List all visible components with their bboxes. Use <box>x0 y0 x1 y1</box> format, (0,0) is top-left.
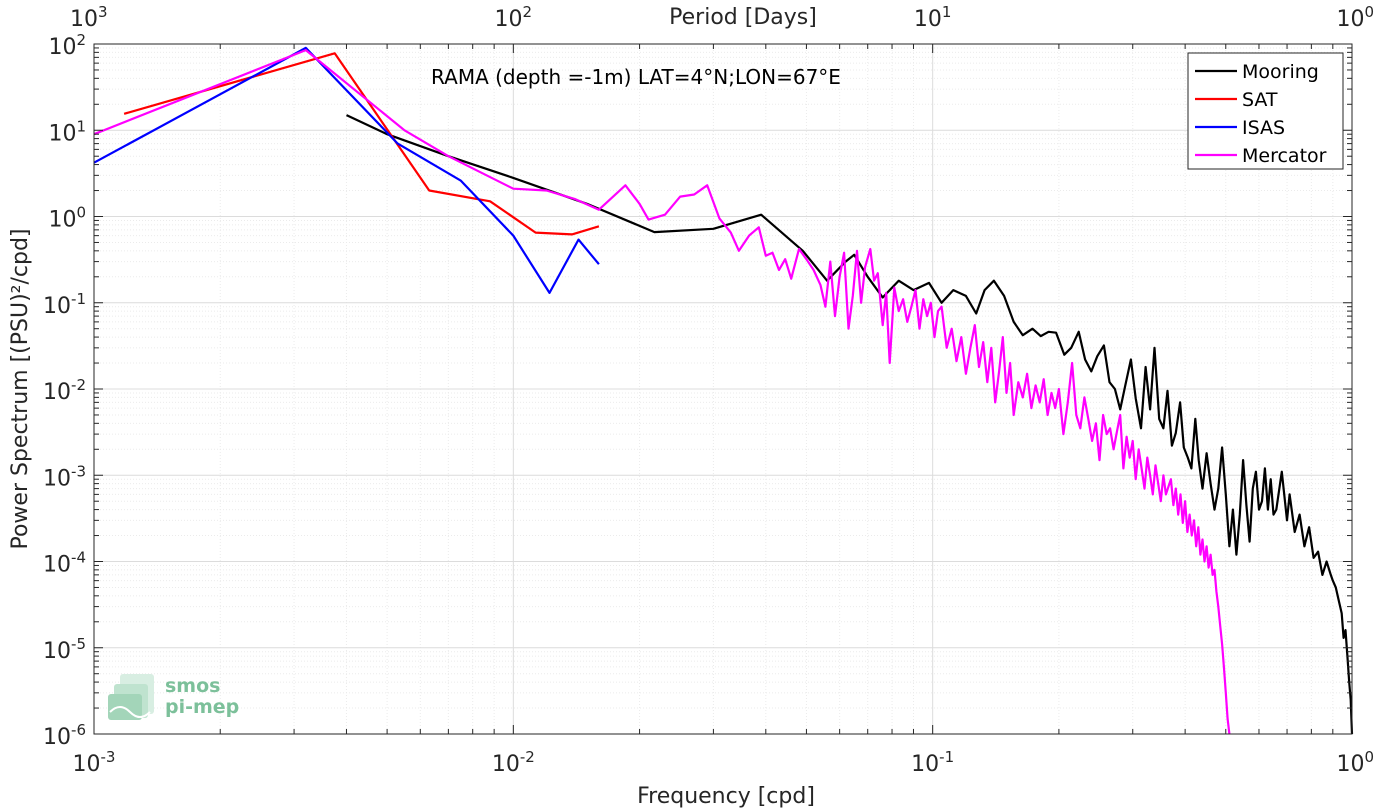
series-layer <box>93 46 1354 735</box>
y-axis-title: Power Spectrum [(PSU)²/cpd] <box>8 228 33 549</box>
x-tick-label: 100 <box>1336 748 1374 777</box>
x-tick-label: 10-1 <box>911 748 954 777</box>
legend-box <box>1187 52 1344 170</box>
legend: Mooring SAT ISAS Mercator <box>1187 52 1344 170</box>
series-line-mooring <box>346 114 1354 735</box>
series-line-sat <box>123 52 600 236</box>
y-tick-label: 10-5 <box>43 635 86 664</box>
y-tick-label: 10-6 <box>43 721 86 750</box>
top-tick-label: 103 <box>70 3 108 32</box>
x-tick-label: 10-3 <box>73 748 116 777</box>
y-tick-label: 10-3 <box>43 462 86 491</box>
top-axis-title: Period [Days] <box>669 5 817 30</box>
logo-emblem <box>108 674 154 720</box>
x-tick-label: 10-2 <box>492 748 535 777</box>
top-tick-label: 102 <box>495 3 533 32</box>
ticks-layer <box>93 43 1353 735</box>
top-tick-label: 100 <box>1336 3 1374 32</box>
y-tick-label: 100 <box>48 204 86 233</box>
y-tick-label: 10-2 <box>43 376 86 405</box>
logo-text-pi-mep: pi-mep <box>165 696 239 718</box>
legend-label-mercator: Mercator <box>1242 145 1327 167</box>
legend-entries: Mooring SAT ISAS Mercator <box>1195 61 1327 167</box>
legend-label-sat: SAT <box>1242 89 1278 111</box>
smos-pi-mep-logo: smos pi-mep <box>108 674 239 720</box>
chart-title: RAMA (depth =-1m) LAT=4°N;LON=67°E <box>431 65 841 89</box>
y-tick-label: 10-4 <box>43 549 86 578</box>
top-tick-label: 101 <box>914 3 952 32</box>
logo-text-smos: smos <box>165 675 220 697</box>
series-line-mercator <box>93 49 1231 735</box>
legend-label-mooring: Mooring <box>1242 61 1319 83</box>
legend-label-isas: ISAS <box>1242 117 1285 139</box>
y-tick-label: 10-1 <box>43 290 86 319</box>
y-tick-label: 101 <box>48 117 86 146</box>
y-tick-label: 102 <box>48 31 86 60</box>
x-axis-title: Frequency [cpd] <box>637 784 815 809</box>
